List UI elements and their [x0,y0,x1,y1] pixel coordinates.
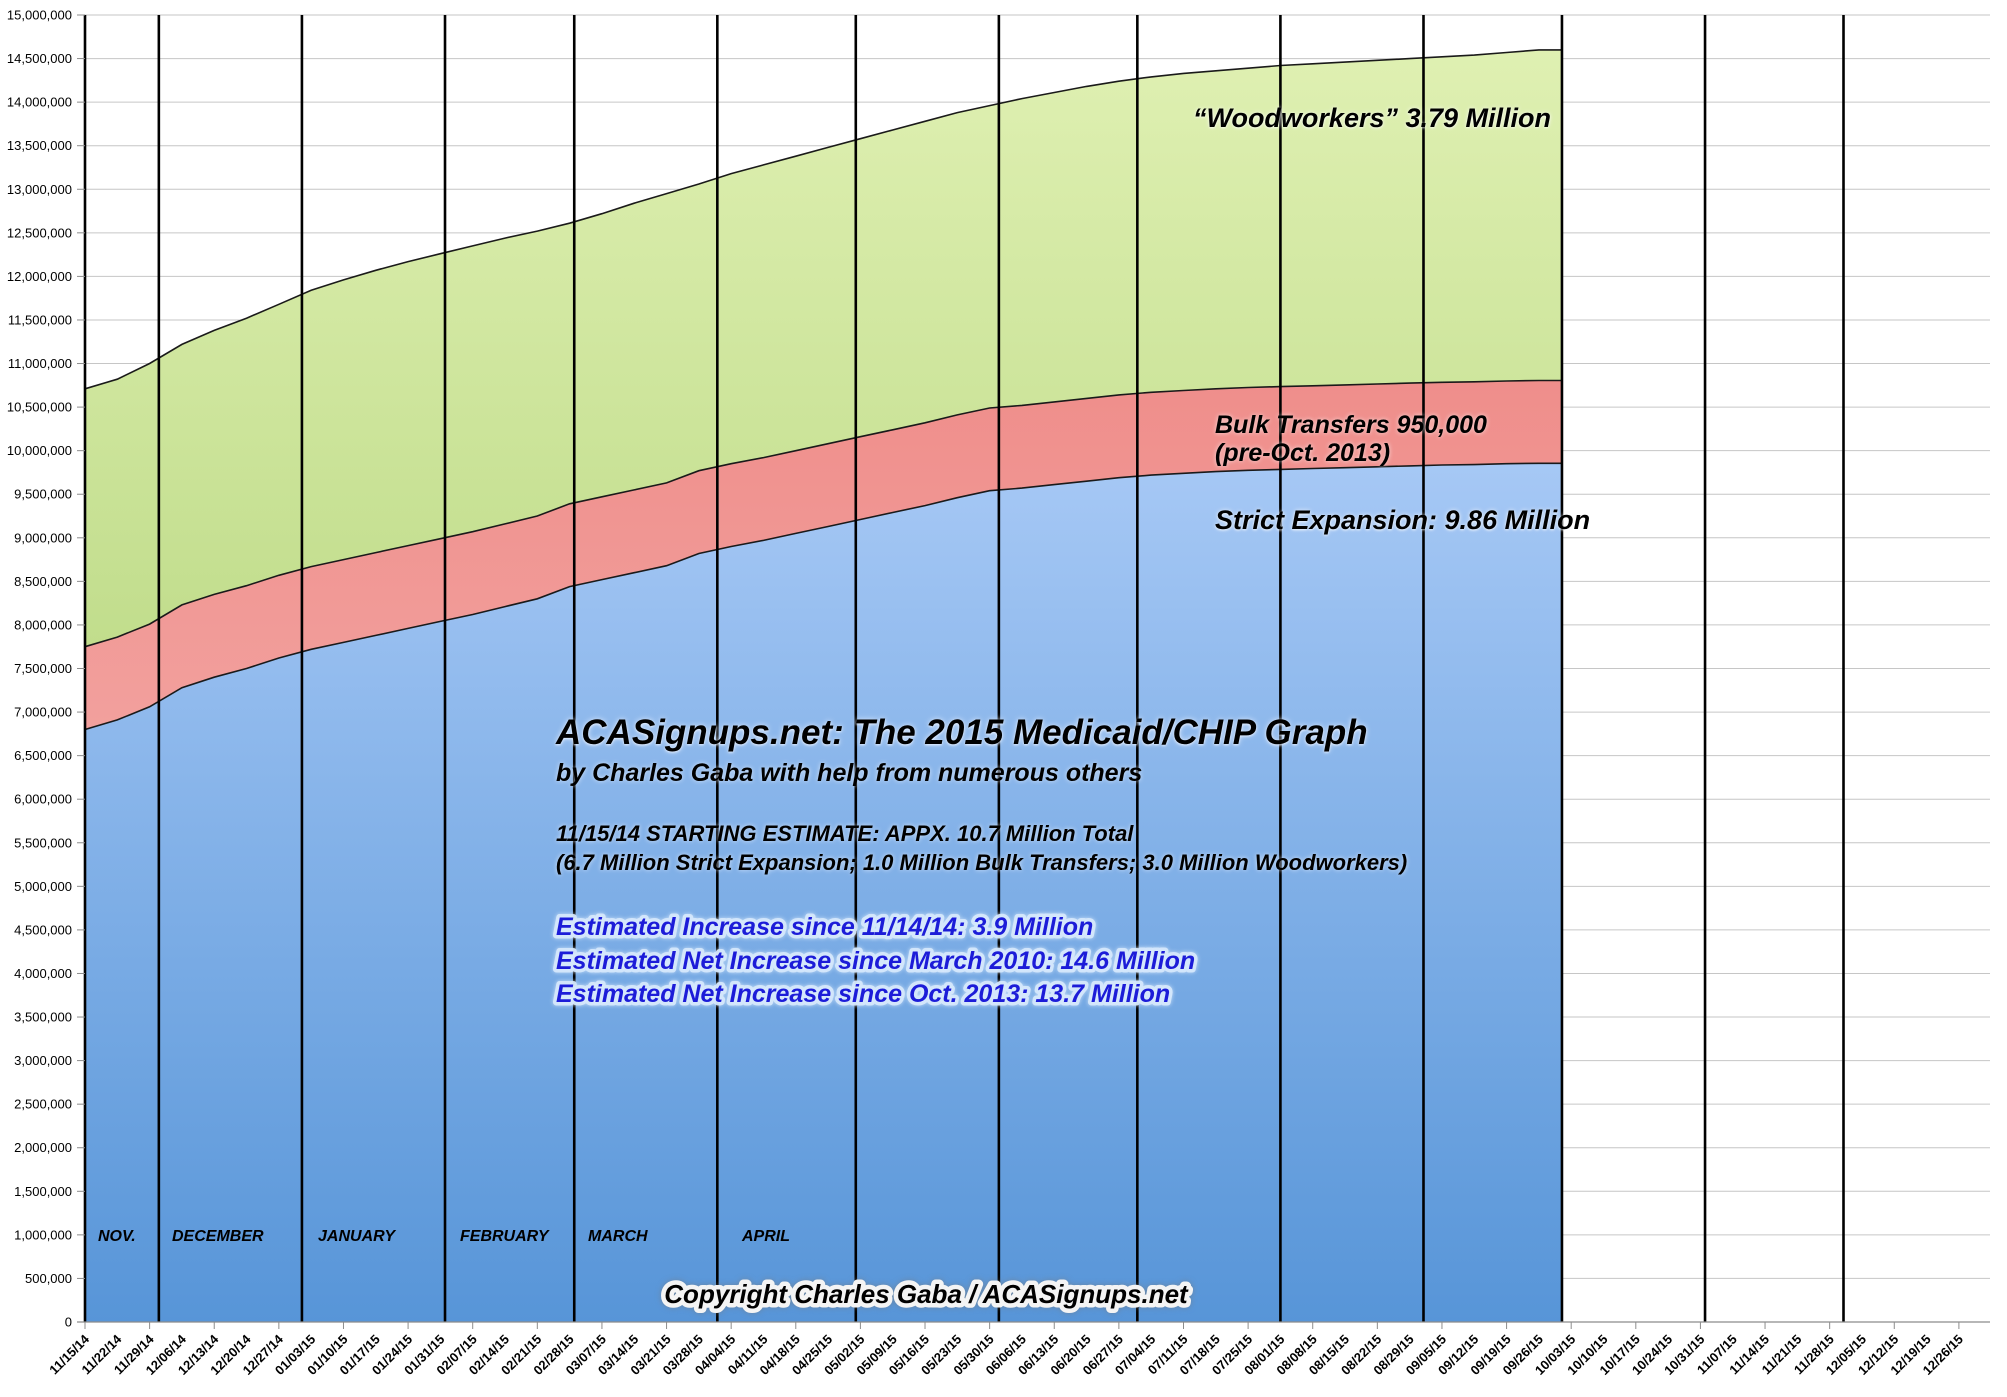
y-axis-label: 5,000,000 [14,879,72,894]
y-axis-label: 10,000,000 [7,443,72,458]
y-axis-label: 14,500,000 [7,51,72,66]
starting-estimate-line2: (6.7 Million Strict Expansion; 1.0 Milli… [556,850,1407,875]
strict-expansion-series-label: Strict Expansion: 9.86 Million [1215,505,1590,535]
estimated-increase-line2: Estimated Net Increase since March 2010:… [556,947,1195,975]
y-axis-label: 4,000,000 [14,966,72,981]
y-axis-label: 7,000,000 [14,705,72,720]
area-bulk-transfers [85,380,1562,730]
y-axis-label: 4,500,000 [14,922,72,937]
y-axis-label: 15,000,000 [7,8,72,23]
annotation-layer: ACASignups.net: The 2015 Medicaid/CHIP G… [553,103,1591,1314]
month-boundary-lines [83,15,1845,1322]
y-axis-label: 9,500,000 [14,487,72,502]
y-axis-label: 3,500,000 [14,1010,72,1025]
y-axis-label: 2,500,000 [14,1097,72,1112]
month-label: FEBRUARY [460,1228,550,1245]
area-strict-expansion [85,463,1562,1322]
chart-title: ACASignups.net: The 2015 Medicaid/CHIP G… [555,713,1368,752]
y-axis-label: 8,000,000 [14,617,72,632]
x-axis-labels: 11/15/1411/22/1411/29/1412/06/1412/13/14… [46,1331,1966,1378]
month-label: DECEMBER [172,1228,264,1245]
y-axis-label: 0 [65,1315,72,1330]
y-axis-label: 7,500,000 [14,661,72,676]
woodworkers-boundary-line [84,49,1562,390]
month-labels: NOV. DECEMBER JANUARY FEBRUARY MARCH APRIL [98,1228,790,1245]
month-label: JANUARY [318,1228,396,1245]
y-axis-label: 13,000,000 [7,182,72,197]
y-axis-label: 1,500,000 [14,1184,72,1199]
y-axis-label: 3,000,000 [14,1053,72,1068]
y-axis-label: 9,000,000 [14,530,72,545]
y-axis-label: 14,000,000 [7,95,72,110]
area-woodworkers [85,49,1562,647]
y-axis-label: 13,500,000 [7,138,72,153]
estimated-increase-line3: Estimated Net Increase since Oct. 2013: … [556,980,1170,1008]
stacked-areas [84,49,1562,1322]
y-axis-label: 11,500,000 [8,312,72,327]
y-axis-label: 11,000,000 [8,356,72,371]
month-label: NOV. [98,1228,136,1245]
y-axis-label: 1,000,000 [14,1227,72,1242]
y-axis-label: 12,500,000 [7,225,72,240]
y-axis-label: 10,500,000 [7,400,72,415]
woodworkers-series-label: “Woodworkers” 3.79 Million [1193,103,1551,133]
bulk-transfers-series-label-line1: Bulk Transfers 950,000 [1215,411,1487,439]
chart-subtitle: by Charles Gaba with help from numerous … [556,759,1142,787]
y-axis-label: 500,000 [25,1271,72,1286]
strict-expansion-boundary-line [84,462,1562,731]
bulk-transfers-series-label-line2: (pre-Oct. 2013) [1215,439,1390,467]
y-axis-label: 12,000,000 [7,269,72,284]
axes-and-ticks [77,14,1990,1329]
y-axis-label: 2,000,000 [14,1140,72,1155]
month-label: MARCH [588,1228,648,1245]
estimated-increase-line1: Estimated Increase since 11/14/14: 3.9 M… [556,913,1093,941]
y-axis-labels: 0 500,000 1,000,000 1,500,000 2,000,000 2,500… [7,8,72,1330]
y-axis-label: 5,500,000 [14,835,72,850]
y-axis-label: 6,000,000 [14,792,72,807]
y-axis-label: 6,500,000 [14,748,72,763]
copyright-label: Copyright Charles Gaba / ACASignups.net [664,1279,1189,1309]
y-axis-label: 8,500,000 [14,574,72,589]
month-label: APRIL [741,1228,790,1245]
starting-estimate-line1: 11/15/14 STARTING ESTIMATE: APPX. 10.7 M… [556,821,1134,846]
bulk-transfers-boundary-line [84,379,1562,648]
